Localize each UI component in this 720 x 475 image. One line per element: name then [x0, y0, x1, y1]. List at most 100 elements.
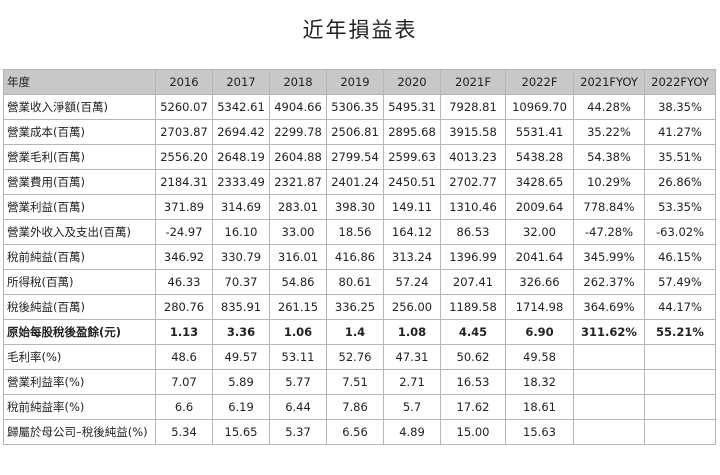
table-cell: 2.71 [383, 369, 441, 395]
table-cell [644, 369, 716, 395]
table-cell: 35.22% [573, 119, 645, 145]
table-cell: 336.25 [326, 294, 384, 320]
row-label: 營業費用(百萬) [3, 169, 156, 195]
table-cell: 6.6 [155, 394, 213, 420]
table-cell: 17.62 [440, 394, 506, 420]
table-cell: 48.6 [155, 344, 213, 370]
table-row: 原始每股稅後盈餘(元) 1.13 3.36 1.06 1.4 1.08 4.45 6.90 31… [3, 319, 716, 345]
table-row: 稅前純益(百萬) 346.92 330.79 316.01 416.86 313.24 13… [3, 244, 716, 270]
table-cell: 371.89 [155, 194, 213, 220]
table-cell: 4.45 [440, 319, 506, 345]
row-label: 營業收入淨額(百萬) [3, 94, 156, 120]
row-label: 營業利益率(%) [3, 369, 156, 395]
table-cell: 149.11 [383, 194, 441, 220]
table-header-row: 年度 2016 2017 2018 2019 2020 2021F 2022F 2021FYOY… [3, 69, 716, 95]
table-row: 營業費用(百萬) 2184.31 2333.49 2321.87 2401.24 2450… [3, 169, 716, 195]
table-cell: 2450.51 [383, 169, 441, 195]
table-cell: 18.61 [505, 394, 574, 420]
table-cell: 49.57 [212, 344, 270, 370]
table-cell: 55.21% [644, 319, 716, 345]
table-cell: 41.27% [644, 119, 716, 145]
table-cell: 5.37 [269, 419, 327, 445]
table-cell: 53.35% [644, 194, 716, 220]
table-cell: -63.02% [644, 219, 716, 245]
table-cell: 3.36 [212, 319, 270, 345]
table-cell: 46.15% [644, 244, 716, 270]
table-cell: 262.37% [573, 269, 645, 295]
table-cell: 314.69 [212, 194, 270, 220]
table-cell: 80.61 [326, 269, 384, 295]
table-cell: 326.66 [505, 269, 574, 295]
table-cell: 2599.63 [383, 144, 441, 170]
table-cell: 164.12 [383, 219, 441, 245]
table-cell: 54.86 [269, 269, 327, 295]
column-header: 2020 [383, 69, 441, 95]
table-cell: 47.31 [383, 344, 441, 370]
table-row: 歸屬於母公司–稅後純益(%) 5.34 15.65 5.37 6.56 4.89 15.00… [3, 419, 716, 445]
column-header: 2019 [326, 69, 384, 95]
table-cell: 5.7 [383, 394, 441, 420]
table-cell: 15.63 [505, 419, 574, 445]
table-cell: 6.19 [212, 394, 270, 420]
table-cell: 4904.66 [269, 94, 327, 120]
table-cell: 6.44 [269, 394, 327, 420]
table-cell: 6.56 [326, 419, 384, 445]
table-cell: 316.01 [269, 244, 327, 270]
row-label: 歸屬於母公司–稅後純益(%) [3, 419, 156, 445]
table-row: 所得稅(百萬) 46.33 70.37 54.86 80.61 57.24 207.41 32… [3, 269, 716, 295]
table-row: 營業利益(百萬) 371.89 314.69 283.01 398.30 149.11 13… [3, 194, 716, 220]
column-header: 2022FYOY [644, 69, 716, 95]
table-cell: 15.65 [212, 419, 270, 445]
table-cell: 1.13 [155, 319, 213, 345]
table-cell [644, 419, 716, 445]
table-cell: 2401.24 [326, 169, 384, 195]
table-cell: -24.97 [155, 219, 213, 245]
column-header: 2017 [212, 69, 270, 95]
table-row: 營業外收入及支出(百萬) -24.97 16.10 33.00 18.56 164.12 8… [3, 219, 716, 245]
table-cell: -47.28% [573, 219, 645, 245]
column-header: 2016 [155, 69, 213, 95]
table-cell: 2299.78 [269, 119, 327, 145]
table-cell: 35.51% [644, 144, 716, 170]
table-cell: 7.51 [326, 369, 384, 395]
row-label: 營業利益(百萬) [3, 194, 156, 220]
table-row: 營業收入淨額(百萬) 5260.07 5342.61 4904.66 5306.35 54… [3, 94, 716, 120]
table-cell: 57.24 [383, 269, 441, 295]
table-cell: 5.77 [269, 369, 327, 395]
table-cell: 1.08 [383, 319, 441, 345]
table-cell: 256.00 [383, 294, 441, 320]
table-cell: 364.69% [573, 294, 645, 320]
row-label: 營業成本(百萬) [3, 119, 156, 145]
table-cell: 10.29% [573, 169, 645, 195]
table-cell [573, 369, 645, 395]
table-cell: 5342.61 [212, 94, 270, 120]
column-header-year: 年度 [3, 69, 156, 95]
row-label: 稅後純益(百萬) [3, 294, 156, 320]
table-cell: 345.99% [573, 244, 645, 270]
table-cell: 2009.64 [505, 194, 574, 220]
table-cell: 2506.81 [326, 119, 384, 145]
row-label: 所得稅(百萬) [3, 269, 156, 295]
table-cell: 15.00 [440, 419, 506, 445]
column-header: 2022F [505, 69, 574, 95]
row-label: 稅前純益(百萬) [3, 244, 156, 270]
table-cell: 2184.31 [155, 169, 213, 195]
column-header: 2018 [269, 69, 327, 95]
table-cell: 261.15 [269, 294, 327, 320]
row-label: 毛利率(%) [3, 344, 156, 370]
table-cell: 4013.23 [440, 144, 506, 170]
table-row: 營業毛利(百萬) 2556.20 2648.19 2604.88 2799.54 2599… [3, 144, 716, 170]
table-cell: 330.79 [212, 244, 270, 270]
table-cell: 2703.87 [155, 119, 213, 145]
table-cell: 44.28% [573, 94, 645, 120]
row-label: 營業毛利(百萬) [3, 144, 156, 170]
table-cell: 1310.46 [440, 194, 506, 220]
table-cell: 70.37 [212, 269, 270, 295]
table-cell [573, 419, 645, 445]
table-cell: 5.89 [212, 369, 270, 395]
table-cell: 2333.49 [212, 169, 270, 195]
table-cell: 5438.28 [505, 144, 574, 170]
table-body: 營業收入淨額(百萬) 5260.07 5342.61 4904.66 5306.35 54… [3, 94, 716, 445]
table-cell: 283.01 [269, 194, 327, 220]
table-cell: 5.34 [155, 419, 213, 445]
